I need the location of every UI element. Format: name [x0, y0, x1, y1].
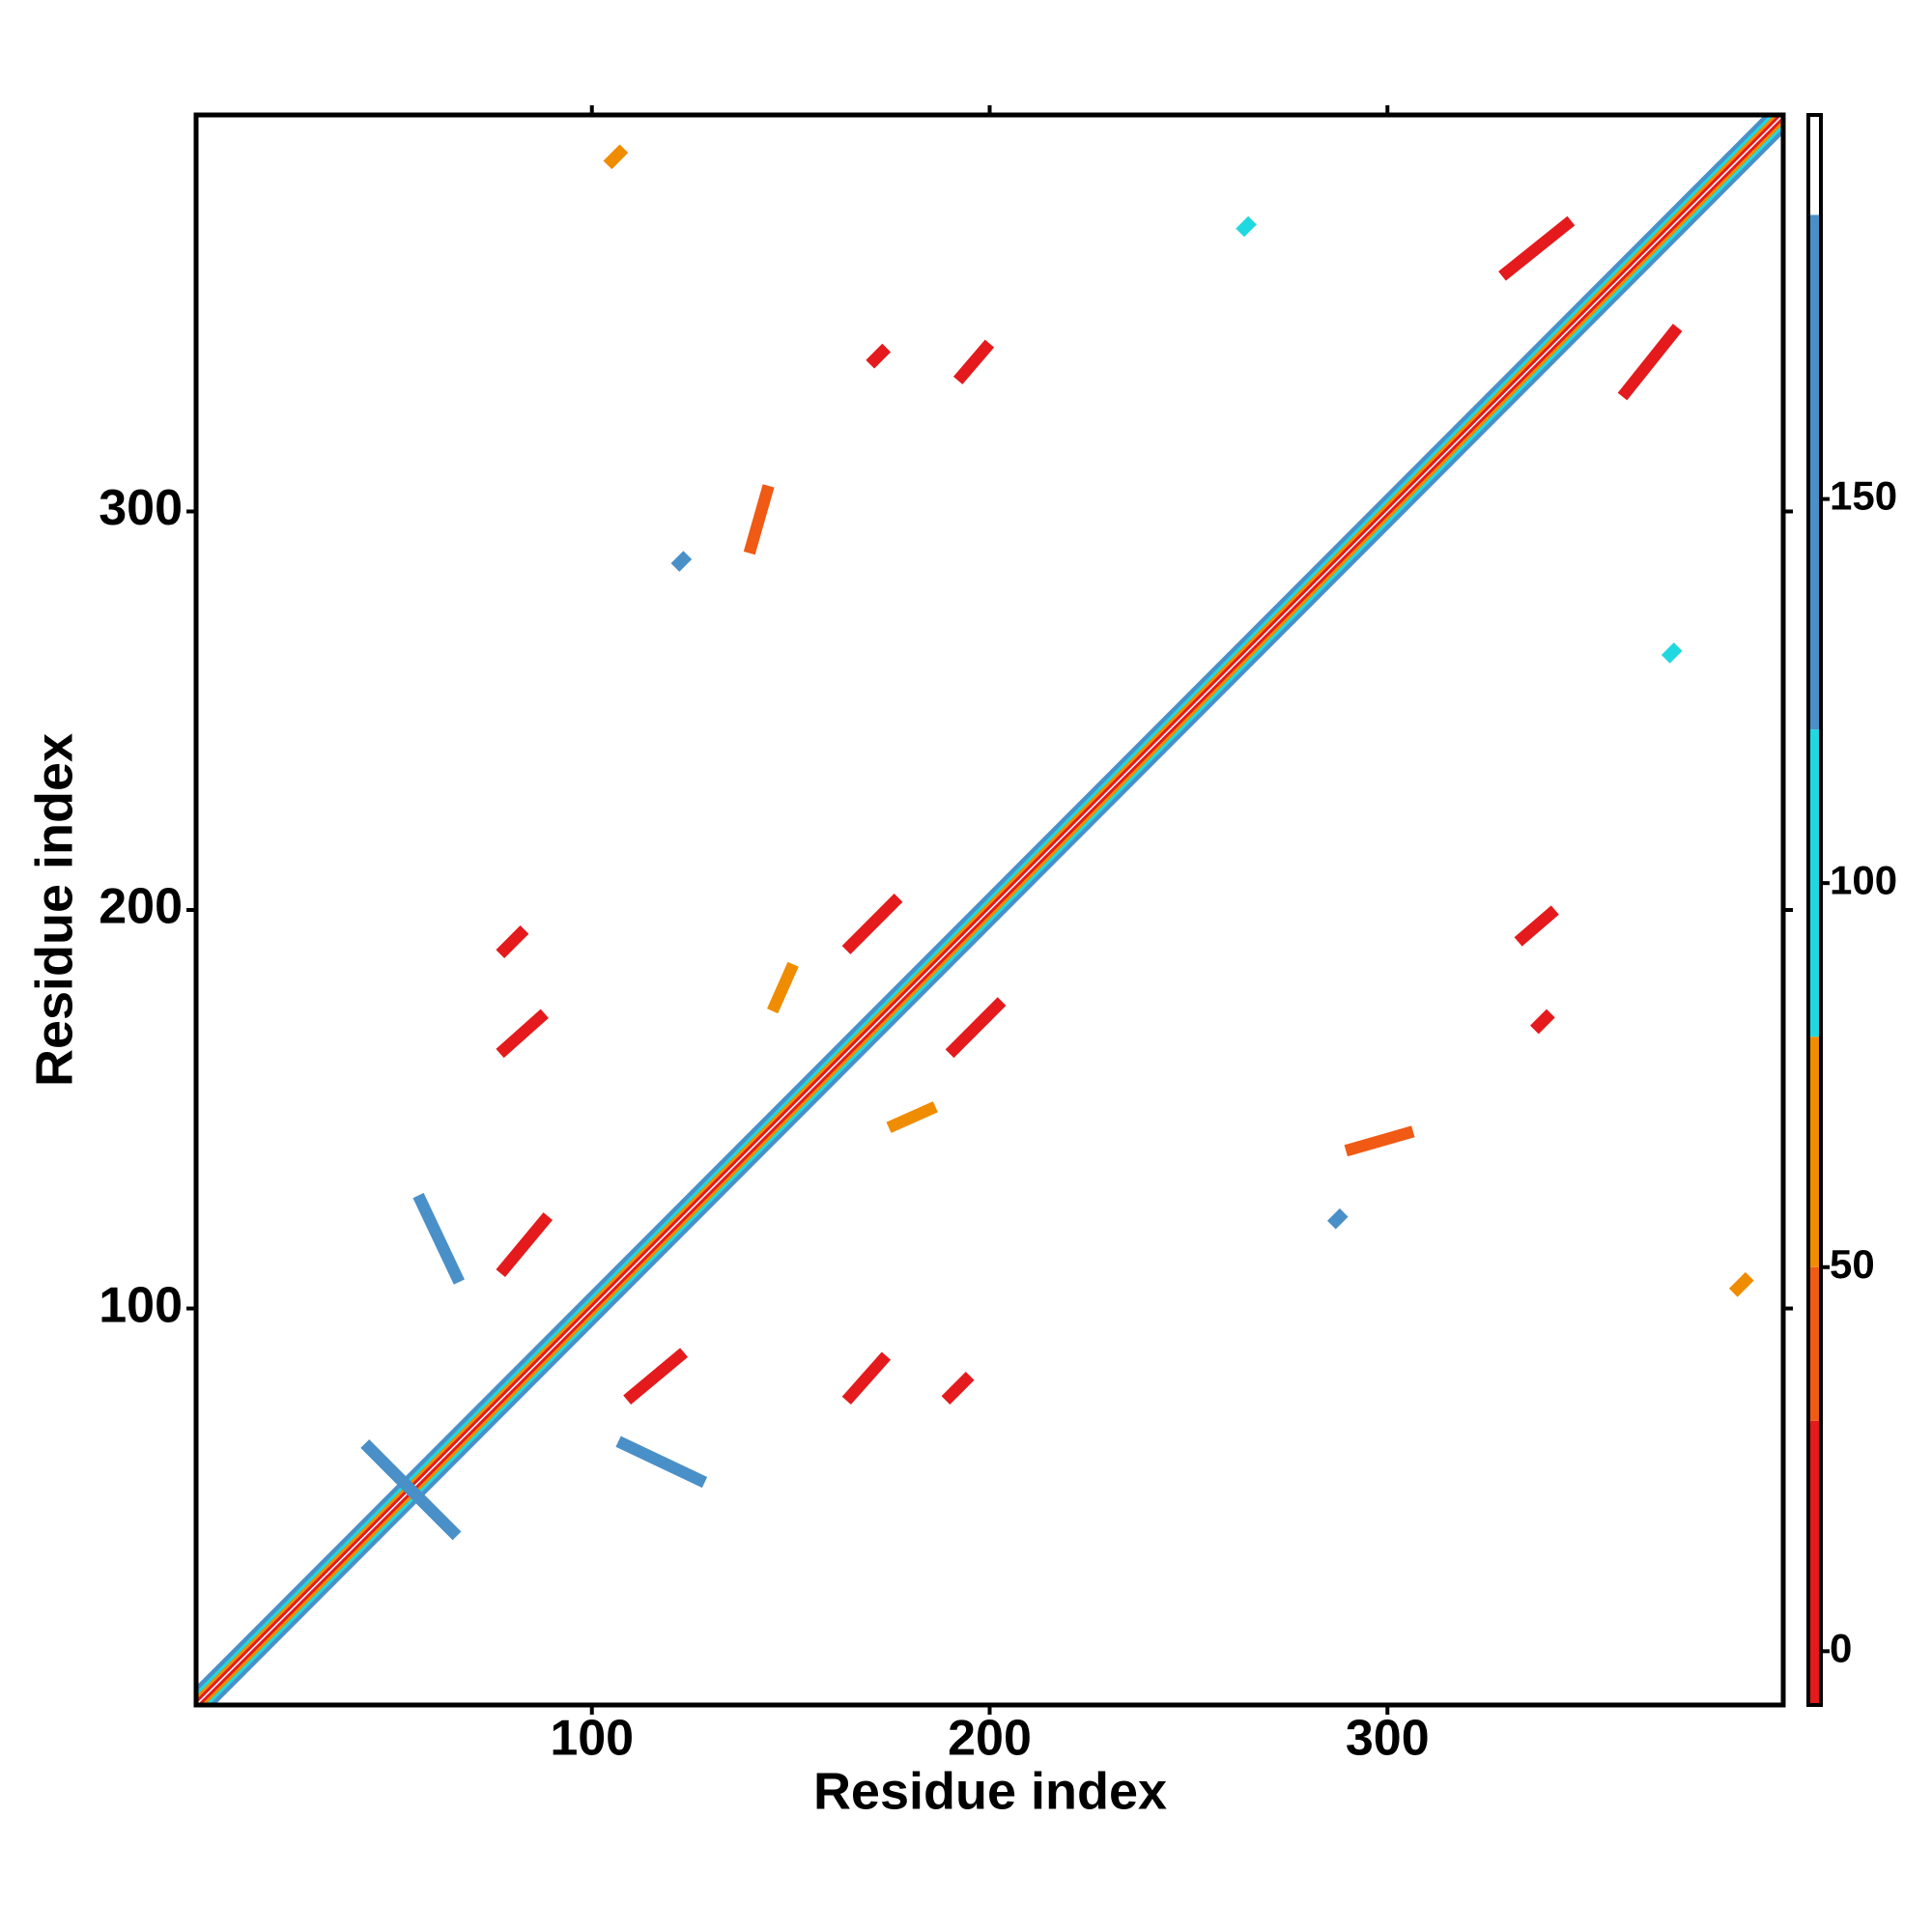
contact-mirror — [1498, 215, 1576, 281]
diagonal-band — [203, 122, 1783, 1705]
colorbar-tick-label: 0 — [1830, 1625, 1852, 1670]
contact-mirror — [952, 339, 995, 384]
contact — [886, 1101, 938, 1133]
diagonal-band — [196, 115, 1773, 1694]
contact-mirror — [496, 1009, 549, 1059]
contact-mirror — [496, 925, 529, 958]
colorbar-frame — [1806, 113, 1823, 1707]
contact — [1530, 1009, 1555, 1035]
diagonal-band — [196, 115, 1776, 1698]
diagonal-band — [196, 115, 1769, 1690]
contact-mirror — [866, 343, 892, 369]
y-axis-label: Residue index — [25, 733, 83, 1087]
contact — [623, 1348, 689, 1405]
contact-mirror — [360, 1439, 462, 1541]
y-tick-label: 100 — [99, 1277, 183, 1333]
contact — [941, 1372, 975, 1406]
diagonal-band — [207, 126, 1783, 1705]
contact — [1728, 1271, 1754, 1297]
colorbar-tick-label: 50 — [1830, 1241, 1875, 1287]
diagonal-band — [196, 115, 1783, 1705]
contact — [1327, 1208, 1349, 1230]
colorbar-tick-label: 150 — [1830, 473, 1897, 519]
colorbar-tick-label: 100 — [1830, 857, 1897, 902]
colorbar-band — [1808, 1266, 1821, 1421]
heatmap-cells — [196, 115, 1783, 1705]
x-tick-label: 200 — [948, 1711, 1032, 1767]
colorbar-band — [1808, 729, 1821, 1037]
contact — [841, 1351, 892, 1406]
contact-mirror — [670, 551, 693, 572]
diagonal-band — [211, 129, 1783, 1705]
contact — [945, 997, 1007, 1059]
y-tick-label: 300 — [99, 480, 183, 536]
x-tick-label: 300 — [1346, 1711, 1430, 1767]
colorbar-band — [1808, 214, 1821, 730]
contact — [615, 1435, 708, 1489]
y-tick-label: 200 — [99, 879, 183, 935]
colorbar-band — [1808, 1420, 1821, 1705]
diagonal-band — [199, 118, 1783, 1705]
contact-mirror — [412, 1192, 465, 1285]
colorbar-band — [1808, 1037, 1821, 1267]
x-axis-label: Residue index — [813, 1762, 1167, 1820]
x-tick-label: 100 — [550, 1711, 634, 1767]
contact — [1514, 905, 1559, 947]
diagonal-band — [196, 115, 1780, 1702]
contact-mirror — [1236, 215, 1257, 238]
contact-mirror — [603, 144, 629, 170]
contact — [1617, 324, 1683, 401]
contact-mirror — [496, 1212, 554, 1277]
contact — [1661, 642, 1683, 664]
contact-mirror — [841, 894, 903, 954]
colorbar-band — [1808, 115, 1821, 215]
contact-mirror — [766, 961, 799, 1014]
contact — [1344, 1125, 1415, 1157]
contact-mirror — [743, 484, 775, 555]
